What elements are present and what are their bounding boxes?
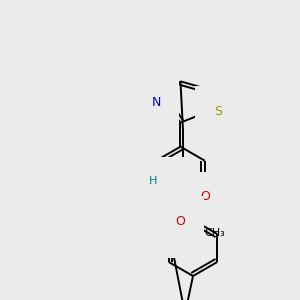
Text: N: N — [151, 95, 161, 109]
Text: N: N — [160, 176, 170, 188]
Text: H: H — [149, 176, 157, 186]
Text: N: N — [162, 226, 171, 239]
Text: O: O — [176, 215, 185, 228]
Text: CH₃: CH₃ — [205, 228, 225, 238]
Text: O: O — [200, 190, 210, 203]
Text: S: S — [214, 105, 222, 118]
